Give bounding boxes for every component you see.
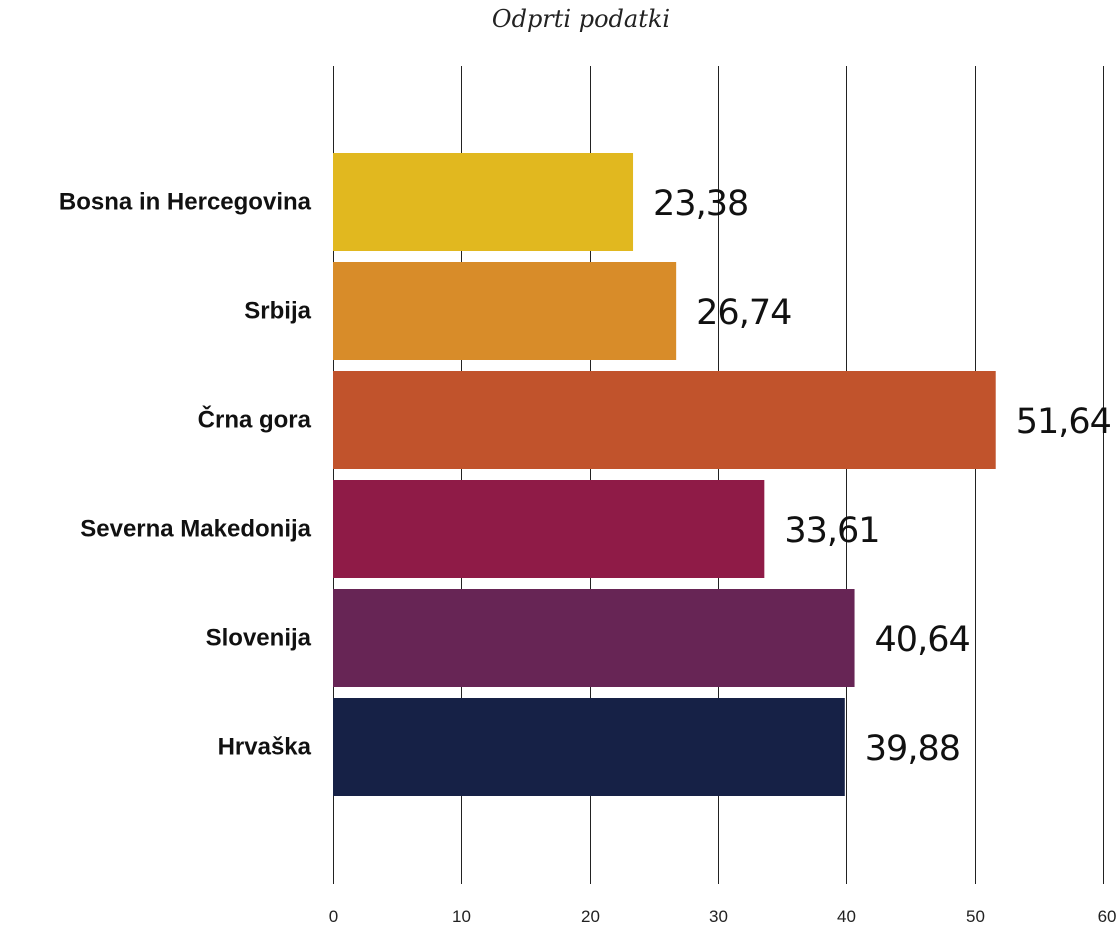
bar <box>333 153 633 251</box>
category-label: Slovenija <box>206 625 312 652</box>
x-tick-label: 0 <box>329 907 338 926</box>
x-tick-label: 50 <box>966 907 985 926</box>
chart-title: Odprti podatki <box>492 5 670 33</box>
value-label: 26,74 <box>696 293 791 333</box>
category-labels: Bosna in Hercegovina Srbija Črna gora Sever… <box>59 189 312 761</box>
value-label: 40,64 <box>875 620 970 660</box>
x-tick-labels: 0 10 20 30 40 50 60 <box>329 907 1117 926</box>
value-label: 23,38 <box>653 184 748 224</box>
x-tick-label: 10 <box>452 907 471 926</box>
value-label: 51,64 <box>1016 402 1111 442</box>
bar <box>333 262 676 360</box>
bar <box>333 589 855 687</box>
category-label: Srbija <box>244 298 311 325</box>
category-label: Črna gora <box>198 406 312 434</box>
x-tick-label: 30 <box>709 907 728 926</box>
bars <box>333 153 996 796</box>
category-label: Bosna in Hercegovina <box>59 189 312 216</box>
x-tick-label: 20 <box>581 907 600 926</box>
category-label: Hrvaška <box>218 734 312 761</box>
bar <box>333 480 764 578</box>
bar <box>333 371 996 469</box>
value-label: 39,88 <box>865 729 960 769</box>
x-tick-label: 40 <box>837 907 856 926</box>
value-label: 33,61 <box>784 511 879 551</box>
bar <box>333 698 845 796</box>
x-tick-label: 60 <box>1098 907 1117 926</box>
category-label: Severna Makedonija <box>80 516 311 543</box>
